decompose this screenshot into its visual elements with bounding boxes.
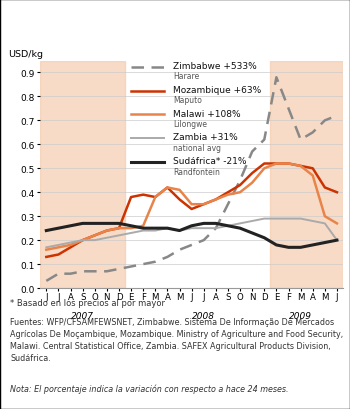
Text: Fuentes: WFP/CFSAMFEWSNET, Zimbabwe. Sistema De Informação De Mercados
Agrícolas: Fuentes: WFP/CFSAMFEWSNET, Zimbabwe. Sis… xyxy=(10,317,344,362)
Text: USD/kg: USD/kg xyxy=(8,50,43,59)
Text: 2008: 2008 xyxy=(192,311,215,320)
Text: Malawi +108%: Malawi +108% xyxy=(174,109,241,118)
Text: Randfontein: Randfontein xyxy=(174,167,220,176)
Text: Lilongwe: Lilongwe xyxy=(174,120,208,129)
Text: Nota: El porcentaje indica la variación con respecto a hace 24 meses.: Nota: El porcentaje indica la variación … xyxy=(10,384,289,393)
Text: 2009: 2009 xyxy=(289,311,312,320)
Text: Zimbabwe +533%: Zimbabwe +533% xyxy=(174,62,257,71)
Text: Figura 13.: Figura 13. xyxy=(10,11,76,20)
Bar xyxy=(270,61,343,288)
Text: Harare: Harare xyxy=(174,72,200,81)
Text: mercados de África austral: mercados de África austral xyxy=(10,38,163,48)
Text: Mozambique +63%: Mozambique +63% xyxy=(174,85,262,94)
Text: Precios del maíz blanco en determinados: Precios del maíz blanco en determinados xyxy=(88,11,325,20)
Text: Zambia +31%: Zambia +31% xyxy=(174,133,238,142)
Text: * Basado en los precios al por mayor: * Basado en los precios al por mayor xyxy=(10,298,166,307)
Text: Maputo: Maputo xyxy=(174,96,202,105)
Text: 2007: 2007 xyxy=(71,311,94,320)
Text: national avg: national avg xyxy=(174,144,222,153)
Bar xyxy=(40,61,125,288)
Text: Sudáfrica* -21%: Sudáfrica* -21% xyxy=(174,157,247,166)
